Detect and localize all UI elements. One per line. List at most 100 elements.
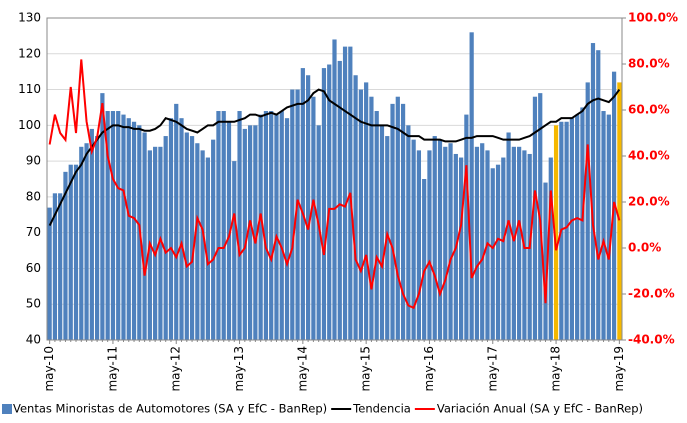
bar: [374, 111, 379, 341]
bar: [390, 103, 395, 340]
x-tick-label: may-12: [169, 346, 183, 392]
bar: [427, 150, 432, 340]
bar: [306, 75, 311, 340]
x-tick-label: may-11: [105, 346, 119, 392]
bar: [284, 118, 290, 340]
bar: [585, 82, 590, 341]
bar: [543, 182, 548, 340]
y-tick-label: 70: [26, 225, 41, 239]
bar: [311, 96, 316, 340]
bar: [279, 111, 284, 341]
y2-tick-label: 60.0%: [628, 103, 670, 117]
bar: [617, 82, 622, 341]
bar: [237, 111, 242, 341]
y2-tick-label: 100.0%: [628, 11, 678, 25]
bar: [258, 114, 263, 340]
x-tick-label: may-16: [422, 346, 436, 392]
bar: [400, 103, 406, 340]
bar: [395, 96, 400, 340]
line: [48, 59, 621, 310]
bar: [358, 89, 363, 340]
bar: [458, 157, 464, 340]
bar: [495, 164, 501, 340]
y2-tick-label: -20.0%: [628, 287, 675, 301]
y-tick-label: 120: [18, 46, 41, 60]
bar: [253, 125, 258, 340]
y2-tick-label: -40.0%: [628, 333, 675, 347]
y2-tick-label: 80.0%: [628, 57, 670, 71]
bar: [406, 125, 411, 340]
y-tick-label: 40: [26, 333, 41, 347]
bar: [89, 128, 94, 340]
bar: [342, 46, 348, 340]
bar: [153, 146, 158, 340]
bar: [126, 118, 131, 340]
x-tick-label: may-10: [42, 346, 56, 392]
bar: [105, 111, 110, 341]
bar: [179, 118, 184, 340]
bar: [575, 114, 580, 340]
bar: [469, 32, 474, 341]
bar: [110, 111, 116, 341]
bar: [443, 146, 448, 340]
y-tick-label: 80: [26, 189, 41, 203]
legend-label: Ventas Minoristas de Automotores (SA y E…: [13, 402, 327, 416]
bar: [232, 161, 237, 340]
bar: [84, 143, 89, 340]
bar: [116, 111, 121, 341]
y-tick-label: 50: [26, 297, 41, 311]
bar: [506, 132, 511, 340]
bar: [601, 111, 606, 341]
bar: [95, 136, 100, 340]
bar: [131, 121, 137, 340]
bar: [79, 146, 84, 340]
bar: [553, 125, 559, 340]
bar: [295, 89, 300, 340]
y-tick-label: 60: [26, 261, 41, 275]
legend-label: Tendencia: [352, 402, 411, 416]
bar: [464, 114, 469, 340]
bar: [73, 164, 79, 340]
bar: [437, 139, 443, 340]
bar: [47, 207, 52, 340]
x-tick-label: may-17: [485, 346, 499, 392]
y-tick-label: 110: [18, 82, 41, 96]
x-tick-label: may-15: [359, 346, 373, 392]
bar: [121, 114, 126, 340]
bar: [379, 125, 385, 340]
bar: [247, 125, 253, 340]
bar: [480, 143, 485, 340]
line: [48, 88, 621, 226]
x-tick-label: may-14: [295, 346, 309, 392]
bar: [580, 107, 585, 340]
bar: [52, 193, 58, 340]
bar: [416, 150, 422, 340]
y-tick-label: 130: [18, 11, 41, 25]
bar: [221, 111, 226, 341]
x-tick-label: may-18: [549, 346, 563, 392]
y-tick-label: 90: [26, 154, 41, 168]
bar: [200, 150, 205, 340]
bar: [316, 125, 321, 340]
bar: [606, 114, 611, 340]
bar: [511, 146, 516, 340]
bar: [548, 157, 553, 340]
bar: [216, 111, 221, 341]
bar: [432, 136, 437, 340]
bar: [321, 68, 327, 340]
bar: [422, 179, 427, 340]
bar: [569, 118, 574, 340]
bar: [63, 171, 68, 340]
x-tick-label: may-19: [612, 346, 626, 392]
bar: [590, 43, 596, 341]
bar: [68, 164, 73, 340]
bar: [300, 68, 305, 340]
bar: [364, 82, 369, 341]
bar: [501, 157, 506, 340]
bar: [353, 75, 358, 340]
bar: [517, 146, 522, 340]
bar: [269, 111, 274, 341]
bar: [226, 121, 232, 340]
bar: [58, 193, 63, 340]
